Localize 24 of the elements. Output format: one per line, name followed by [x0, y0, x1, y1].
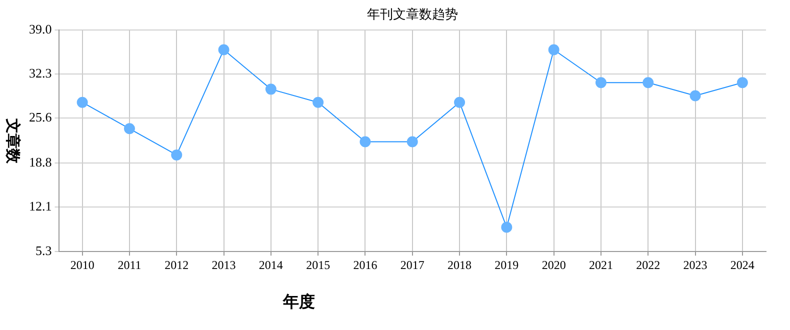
y-tick-label: 18.8 [29, 154, 52, 170]
x-tick-label: 2010 [70, 258, 94, 272]
y-axis-title: 文章数 [4, 117, 22, 164]
chart-title: 年刊文章数趋势 [366, 6, 458, 22]
x-tick-label: 2018 [448, 258, 472, 272]
y-tick-label: 39.0 [29, 21, 52, 36]
y-tick-label: 12.1 [29, 198, 52, 214]
x-tick-label: 2017 [400, 258, 424, 272]
x-tick-label: 2011 [118, 258, 142, 272]
x-tick-label: 2019 [494, 258, 519, 272]
x-tick-label: 2020 [542, 258, 566, 272]
x-tick-label: 2024 [730, 258, 754, 272]
x-tick-label: 2012 [164, 258, 189, 272]
x-tick-label: 2014 [258, 258, 283, 272]
y-tick-label: 32.3 [29, 65, 52, 80]
x-tick-label: 2015 [306, 258, 330, 272]
x-tick-label: 2016 [353, 258, 378, 272]
y-tick-label: 25.6 [29, 110, 52, 125]
y-tick-label: 5.3 [36, 243, 52, 258]
x-tick-label: 2013 [212, 258, 236, 272]
x-tick-label: 2023 [683, 258, 708, 272]
x-tick-label: 2021 [588, 258, 613, 272]
x-axis-title: 年度 [282, 292, 316, 312]
x-tick-label: 2022 [636, 258, 660, 272]
